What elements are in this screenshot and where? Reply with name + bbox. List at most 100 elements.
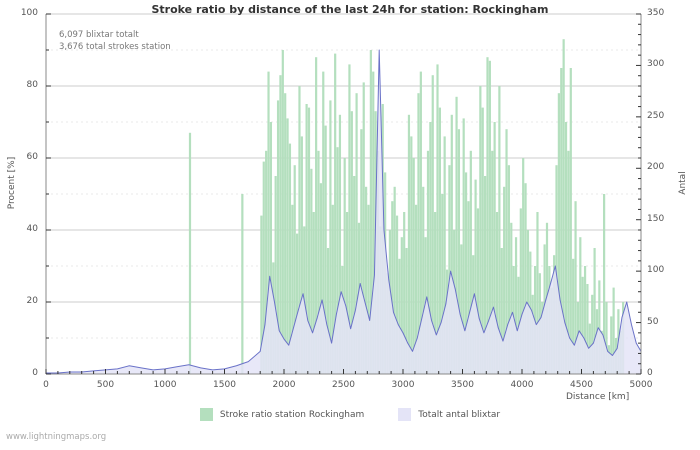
y-tick-label-right: 150 <box>647 213 665 224</box>
bar <box>265 150 268 374</box>
bar <box>443 136 446 374</box>
bar <box>345 212 349 374</box>
bar <box>436 64 439 375</box>
bar <box>488 60 491 375</box>
bar <box>241 194 244 374</box>
bar <box>355 93 358 374</box>
bar <box>593 248 596 374</box>
bar <box>329 100 332 375</box>
bar <box>317 150 320 374</box>
page-title: Stroke ratio by distance of the last 24h… <box>151 3 549 16</box>
bar <box>455 96 458 375</box>
annotation-station-strokes: 3,676 total strokes station <box>59 42 171 52</box>
bar <box>476 208 480 374</box>
bar <box>372 71 375 374</box>
line-series-path <box>46 49 642 374</box>
y-tick-label-left: 80 <box>26 80 38 90</box>
legend-item-bar: Stroke ratio station Rockingham <box>199 408 365 421</box>
bar <box>486 57 489 374</box>
bar <box>407 114 411 375</box>
bar <box>498 86 501 374</box>
x-tick-label: 3500 <box>451 380 474 390</box>
x-tick-label: 1000 <box>153 380 177 390</box>
bar <box>536 212 539 374</box>
x-tick-label: 0 <box>43 380 49 390</box>
legend-item-line: Totalt antal blixtar <box>398 408 500 421</box>
bar <box>474 179 477 374</box>
x-tick-label: 500 <box>96 380 115 390</box>
y-tick-label-right: 0 <box>647 368 653 378</box>
bar <box>586 284 589 374</box>
legend-label-line: Totalt antal blixtar <box>418 409 501 420</box>
x-tick-label: 5000 <box>629 380 653 390</box>
bar <box>412 158 415 374</box>
y-tick-label-left: 40 <box>26 224 38 234</box>
bar <box>500 248 503 374</box>
bar <box>276 100 280 375</box>
bar <box>350 111 353 374</box>
bar <box>598 280 601 374</box>
bar <box>322 71 325 374</box>
bar <box>403 212 406 374</box>
bar <box>610 316 613 374</box>
bar <box>367 204 370 374</box>
bar <box>288 143 292 374</box>
y-tick-label-left: 0 <box>32 368 38 378</box>
bar <box>319 183 322 374</box>
bar <box>569 68 572 374</box>
bar <box>448 165 451 374</box>
bar <box>293 165 296 374</box>
bar <box>334 53 337 374</box>
bar <box>422 186 425 374</box>
bar <box>312 212 315 374</box>
x-tick-label: 3000 <box>391 380 415 390</box>
bar <box>493 122 496 374</box>
bar <box>457 129 461 374</box>
bar <box>410 136 413 374</box>
bar <box>572 258 575 374</box>
x-tick-label: 2500 <box>332 380 355 390</box>
bar <box>417 93 420 374</box>
bar <box>603 194 606 374</box>
bar <box>315 57 318 374</box>
bar <box>484 176 487 374</box>
bar <box>295 233 299 374</box>
bar <box>338 114 342 375</box>
bar <box>391 201 394 374</box>
bar <box>507 165 511 374</box>
bar <box>419 71 422 374</box>
bar <box>462 118 465 375</box>
y-tick-label-right: 250 <box>647 110 665 121</box>
bar <box>464 172 468 374</box>
x-tick-label: 1500 <box>213 380 236 390</box>
bar <box>269 122 273 374</box>
bar <box>426 150 430 374</box>
legend-label-bar: Stroke ratio station Rockingham <box>219 409 365 420</box>
bar <box>298 86 301 374</box>
bar <box>286 118 289 375</box>
bar <box>331 204 334 374</box>
bar <box>267 71 270 374</box>
bar <box>405 248 408 374</box>
bar <box>505 129 508 374</box>
bar <box>560 68 563 374</box>
y-tick-label-right: 300 <box>647 59 665 70</box>
bar <box>579 237 582 374</box>
legend-swatch-bar <box>199 408 213 421</box>
y-axis-left-label: Procent [%] <box>7 156 17 210</box>
footer-site-label: www.lightningmaps.org <box>6 432 107 442</box>
bar <box>503 186 506 374</box>
bar <box>307 107 311 374</box>
bar <box>291 204 294 374</box>
y-tick-label-right: 200 <box>647 162 665 173</box>
bar <box>414 204 418 374</box>
bar <box>343 158 346 374</box>
y-tick-label-left: 20 <box>26 296 38 306</box>
y-tick-label-left: 60 <box>26 152 38 162</box>
bar <box>336 147 339 374</box>
bar <box>353 176 356 374</box>
bar <box>434 212 437 374</box>
bar <box>519 208 522 374</box>
